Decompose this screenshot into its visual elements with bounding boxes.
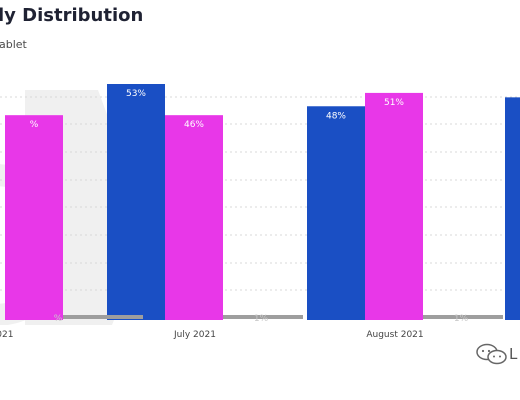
x-axis-label-1: July 2021 <box>173 330 216 340</box>
x-axis-labels: 2021 July 2021 August 2021 <box>0 330 424 340</box>
bar-s3-c0 <box>63 315 143 319</box>
bar-s1-c3 <box>505 97 520 320</box>
x-axis-label-2: August 2021 <box>366 330 423 340</box>
bar-s2-c0 <box>5 115 63 320</box>
bar-label-s3-c0: % <box>54 314 63 324</box>
bar-label-s2-c2: 51% <box>384 98 404 108</box>
bar-s2-c2 <box>365 92 423 320</box>
bar-label-s2-c0: % <box>30 120 39 130</box>
bars <box>5 84 520 320</box>
bar-s1-c1 <box>107 84 165 320</box>
bar-s3-c1 <box>223 315 303 319</box>
watermark-text: L <box>509 345 518 363</box>
bar-label-s3-c1: 1% <box>254 314 269 324</box>
bar-s2-c1 <box>165 115 223 320</box>
bar-label-s1-c2: 48% <box>326 111 346 121</box>
bar-label-s2-c1: 46% <box>184 120 204 130</box>
legend-label-tablet: ablet <box>0 38 27 51</box>
chart-title: ly Distribution <box>0 5 144 26</box>
bar-labels: 53% 48%% 46% 51%% 1% 1% <box>30 89 469 324</box>
gridlines <box>0 96 520 291</box>
bar-s1-c2 <box>307 106 365 320</box>
x-axis-label-0: 2021 <box>0 330 13 340</box>
bar-s3-c2 <box>423 315 503 319</box>
chat-bubbles-icon <box>476 343 507 365</box>
bar-label-s3-c2: 1% <box>454 314 469 324</box>
bar-label-s1-c1: 53% <box>126 89 146 99</box>
